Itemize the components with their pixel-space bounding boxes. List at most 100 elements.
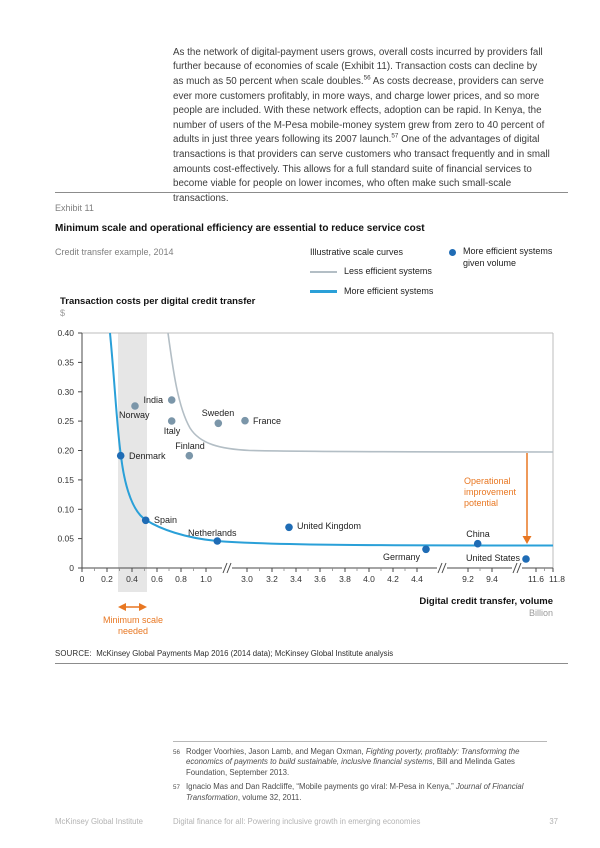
x-axis-title: Digital credit transfer, volume (419, 596, 553, 607)
datapoints-less-efficient (131, 396, 249, 460)
legend-dot-swatch (449, 249, 456, 256)
exhibit-top-rule (55, 192, 568, 193)
svg-text:0.35: 0.35 (57, 357, 74, 367)
svg-text:0: 0 (80, 574, 85, 584)
svg-text:0.2: 0.2 (101, 574, 113, 584)
x-axis-unit: Billion (528, 608, 553, 618)
svg-text:4.2: 4.2 (387, 574, 399, 584)
svg-text:0.15: 0.15 (57, 475, 74, 485)
footnote-ref-57: 57 (391, 133, 399, 141)
svg-text:3.4: 3.4 (290, 574, 302, 584)
x-axis-minor-ticks (94, 568, 545, 571)
operational-improvement-arrow (522, 453, 532, 544)
svg-text:0.6: 0.6 (151, 574, 163, 584)
datapoint-denmark (116, 451, 125, 460)
svg-text:0: 0 (69, 563, 74, 573)
x-axis-break-marks (222, 562, 522, 574)
datapoint-italy (167, 417, 176, 425)
datapoint-united-kingdom (285, 523, 293, 532)
svg-text:0.10: 0.10 (57, 504, 74, 514)
svg-text:9.2: 9.2 (462, 574, 474, 584)
operational-improvement-label: Operational improvement potential (464, 476, 517, 508)
legend-dot-label: More efficient systems given volume (463, 246, 553, 268)
svg-text:4.0: 4.0 (363, 574, 375, 584)
body-paragraph: As the network of digital-payment users … (173, 46, 550, 207)
scatter-chart: 0.40 0.35 0.30 0.25 0.20 0.15 0.10 0.05 … (57, 328, 566, 611)
footer-institute: McKinsey Global Institute (55, 817, 143, 826)
footnote-rule (173, 741, 547, 742)
minimum-scale-label: Minimum scale needed (102, 615, 163, 636)
svg-text:3.6: 3.6 (314, 574, 326, 584)
less-efficient-line-swatch (310, 271, 337, 273)
paragraph-text-1: As the network of digital-payment users … (173, 46, 543, 87)
footnote-ref-56: 56 (363, 74, 371, 82)
exhibit-subtitle: Credit transfer example, 2014 (55, 247, 174, 257)
footnote-56-italic: Fighting poverty, profitably: Transformi… (186, 747, 520, 767)
svg-text:0.05: 0.05 (57, 534, 74, 544)
svg-text:0.40: 0.40 (57, 328, 74, 338)
label-france: France (253, 416, 282, 426)
footnote-56-number: 56 (173, 749, 180, 756)
exhibit-bottom-rule (55, 663, 568, 664)
footnote-57-text: Ignacio Mas and Dan Radcliffe, “Mobile p… (186, 782, 550, 803)
svg-text:0.4: 0.4 (126, 574, 138, 584)
source-line: SOURCE: McKinsey Global Payments Map 201… (55, 649, 555, 658)
source-label: SOURCE: (55, 649, 92, 658)
svg-text:9.4: 9.4 (486, 574, 498, 584)
footnote-57-pre: Ignacio Mas and Dan Radcliffe, “Mobile p… (186, 782, 456, 792)
more-efficient-line-swatch (310, 290, 337, 293)
footnote-56-pre: Rodger Voorhies, Jason Lamb, and Megan O… (186, 747, 366, 756)
svg-text:0.25: 0.25 (57, 416, 74, 426)
datapoint-china (473, 539, 482, 548)
svg-text:11.8: 11.8 (549, 574, 565, 584)
datapoint-india (167, 396, 176, 404)
y-axis-ticks (78, 332, 82, 569)
label-finland: Finland (175, 441, 205, 451)
exhibit-label: Exhibit 11 (55, 203, 94, 213)
x-axis-tick-labels: 0 0.2 0.4 0.6 0.8 1.0 3.0 3.2 3.4 3.6 3.… (80, 574, 566, 584)
exhibit-title: Minimum scale and operational efficiency… (55, 223, 425, 234)
svg-text:3.0: 3.0 (241, 574, 253, 584)
label-denmark: Denmark (129, 451, 166, 461)
footnote-57-italic: Journal of Financial Transformation (186, 782, 524, 802)
footnote-57: 57 Ignacio Mas and Dan Radcliffe, “Mobil… (173, 782, 550, 803)
footnote-56: 56 Rodger Voorhies, Jason Lamb, and Mega… (173, 747, 550, 778)
footnote-57-number: 57 (173, 784, 180, 792)
datapoint-sweden (214, 419, 223, 428)
paragraph-text-2: As costs decrease, providers can serve e… (173, 75, 545, 146)
footer-report-title: Digital finance for all: Powering inclus… (173, 817, 421, 826)
svg-text:11.6: 11.6 (528, 574, 544, 584)
more-efficient-curve (109, 332, 554, 547)
legend-less-efficient-label: Less efficient systems (344, 266, 432, 276)
y-axis-tick-labels: 0.40 0.35 0.30 0.25 0.20 0.15 0.10 0.05 … (57, 328, 74, 573)
y-axis-title: Transaction costs per digital credit tra… (60, 296, 256, 307)
footnote-57-post: , volume 32, 2011. (237, 792, 302, 802)
svg-text:3.2: 3.2 (266, 574, 278, 584)
datapoints-more-efficient (116, 451, 530, 563)
label-united-kingdom: United Kingdom (297, 521, 362, 531)
svg-text:3.8: 3.8 (339, 574, 351, 584)
datapoint-france (241, 416, 249, 425)
label-germany: Germany (382, 552, 420, 562)
label-netherlands: Netherlands (188, 528, 237, 538)
y-axis-unit: $ (60, 308, 66, 318)
datapoint-united-states (522, 555, 530, 563)
svg-text:1.0: 1.0 (200, 574, 212, 584)
source-text: McKinsey Global Payments Map 2016 (2014 … (96, 649, 394, 658)
svg-text:0.20: 0.20 (57, 446, 74, 456)
x-axis-ticks (81, 568, 554, 572)
label-united-states: United States (465, 553, 520, 563)
less-efficient-curve (167, 332, 554, 453)
svg-text:4.4: 4.4 (411, 574, 423, 584)
datapoint-finland (185, 451, 194, 460)
label-india: India (143, 395, 163, 405)
svg-text:0.8: 0.8 (175, 574, 187, 584)
footnote-56-text: Rodger Voorhies, Jason Lamb, and Megan O… (186, 747, 550, 778)
label-sweden: Sweden (201, 408, 235, 418)
datapoint-germany (422, 545, 430, 554)
label-norway: Norway (119, 410, 150, 420)
svg-text:0.30: 0.30 (57, 387, 74, 397)
datapoint-norway (131, 402, 139, 410)
paragraph-text-3: One of the advantages of digital transac… (173, 134, 550, 204)
